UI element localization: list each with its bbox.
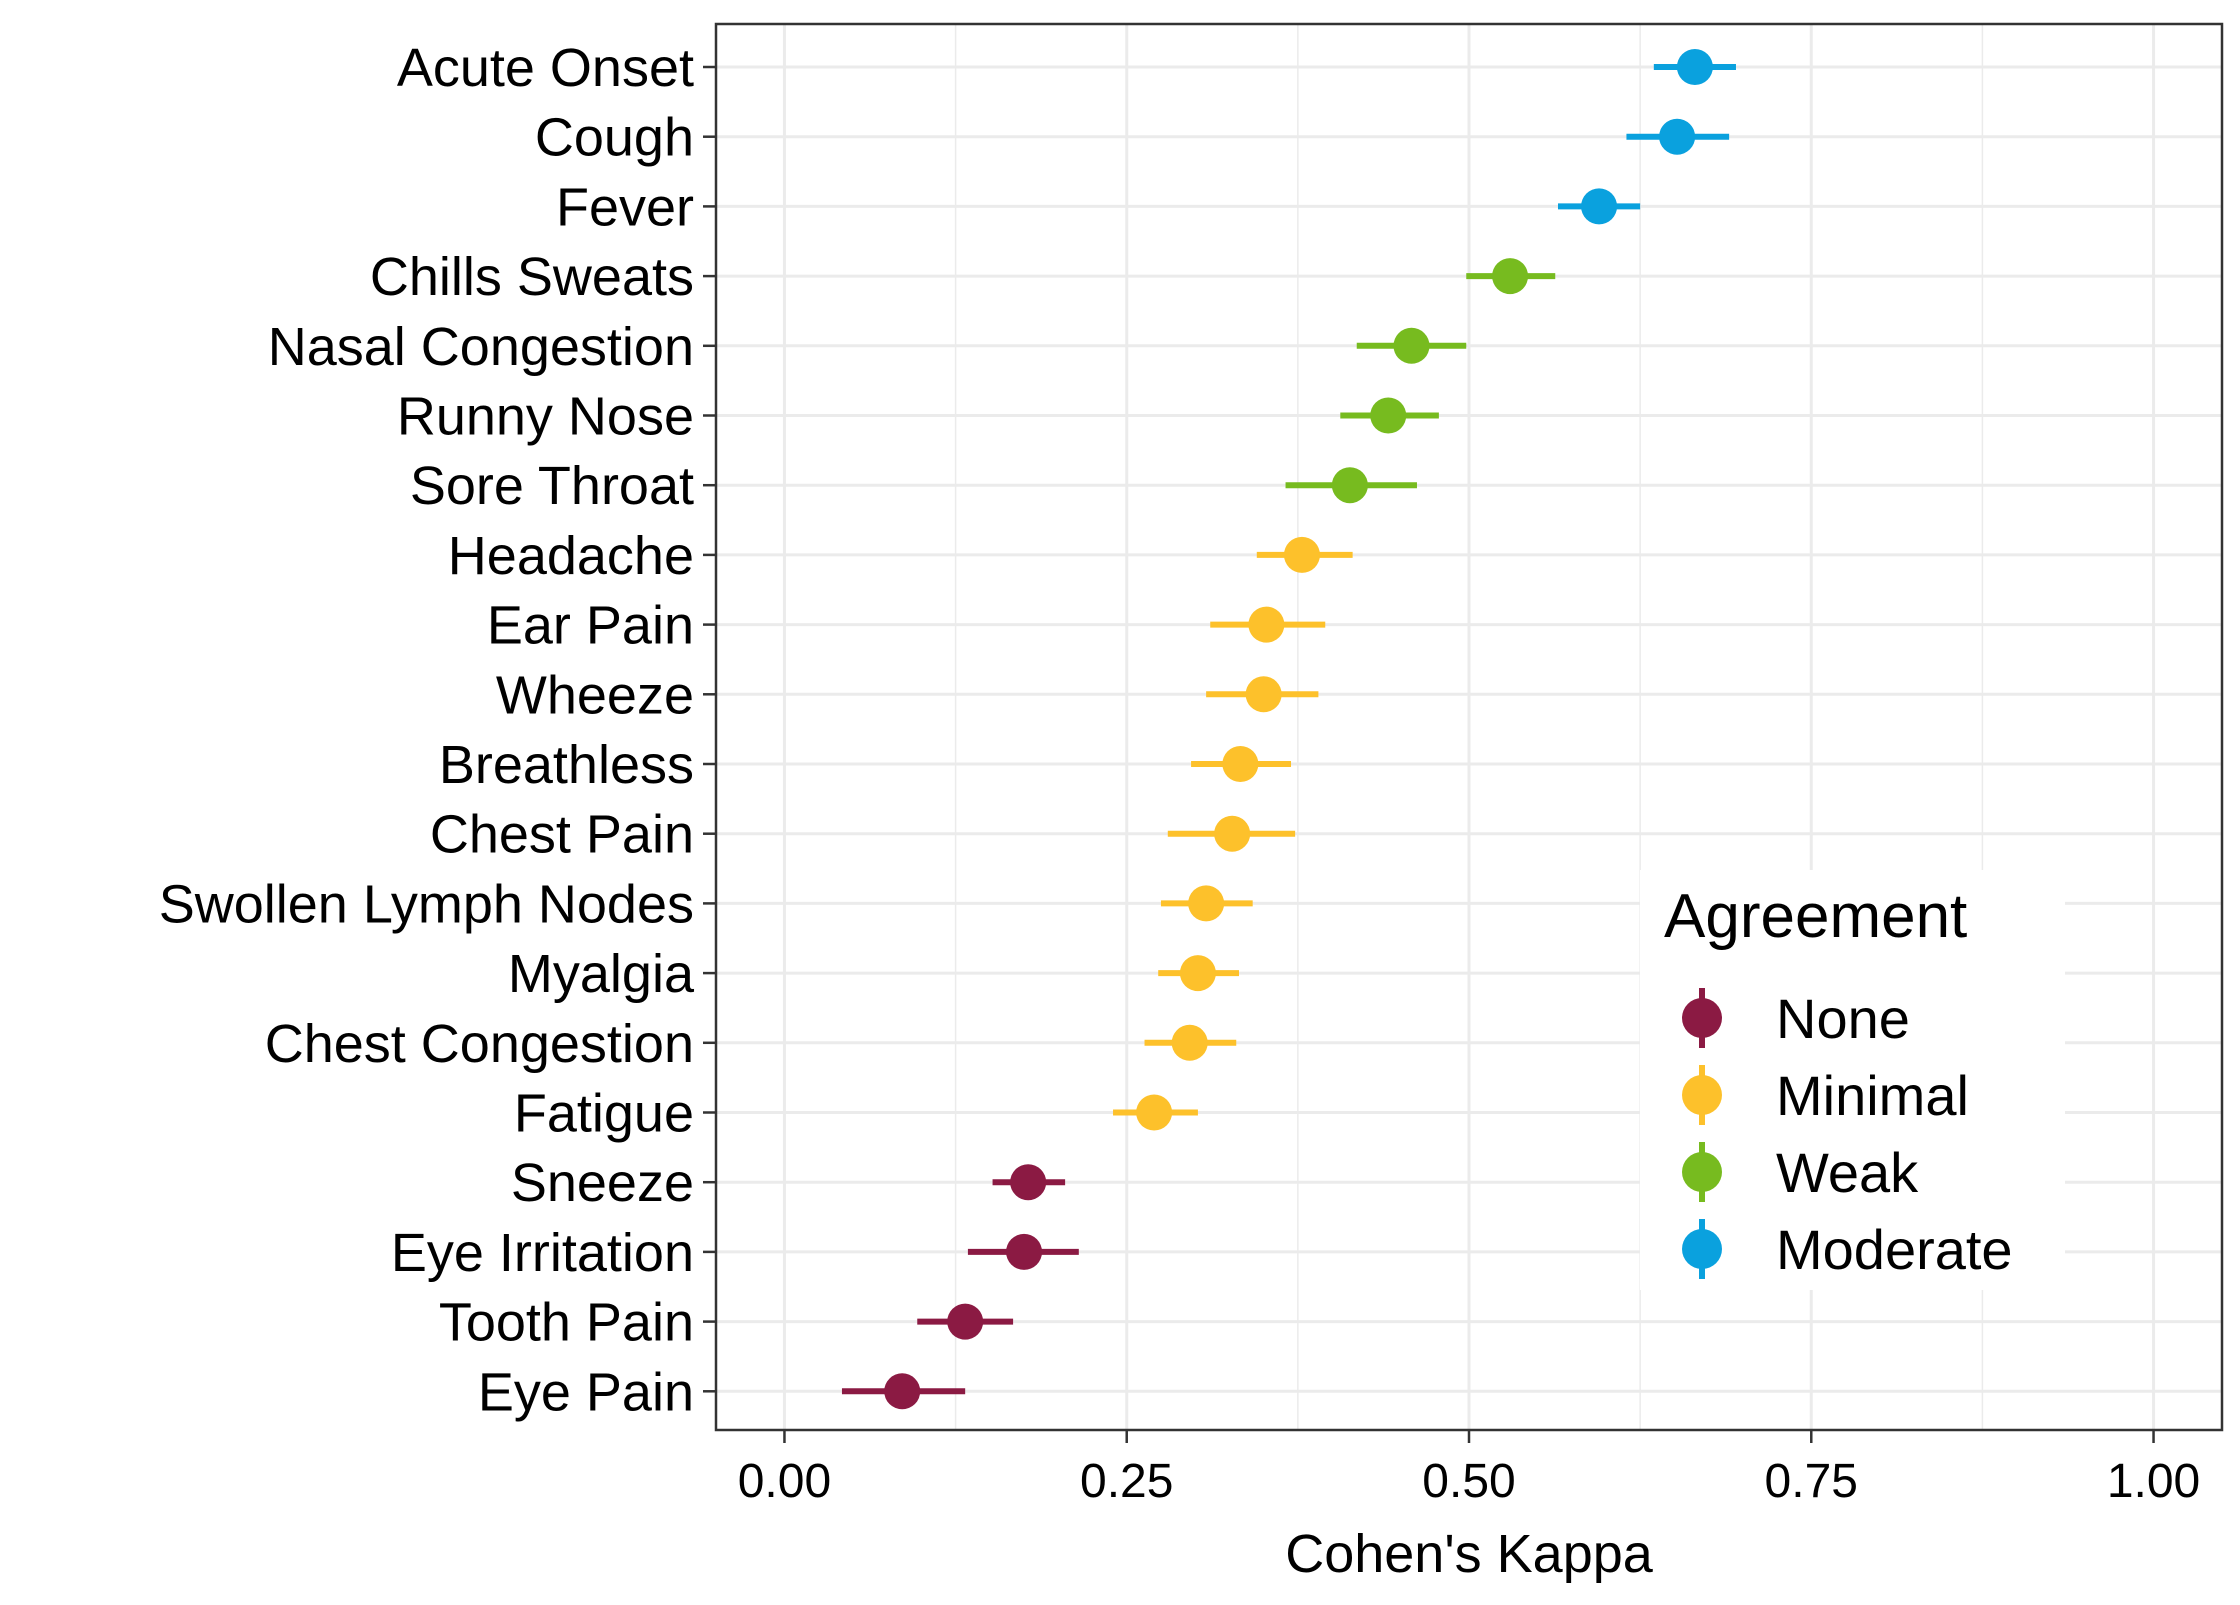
y-tick-label: Acute Onset [397, 38, 694, 98]
legend-key-point [1682, 998, 1722, 1038]
data-point [1283, 536, 1320, 573]
y-tick-label: Headache [448, 526, 694, 586]
y-tick-label: Fever [556, 177, 694, 237]
y-tick-label: Chest Congestion [265, 1014, 694, 1074]
x-tick-label: 0.25 [1080, 1455, 1173, 1508]
data-point [1581, 188, 1618, 225]
x-tick-label: 1.00 [2107, 1455, 2200, 1508]
data-point [1393, 327, 1430, 364]
x-tick-label: 0.00 [738, 1455, 831, 1508]
legend-key-point [1682, 1152, 1722, 1192]
legend-title: Agreement [1664, 882, 1967, 951]
x-tick-label: 0.50 [1422, 1455, 1515, 1508]
x-axis-title: Cohen's Kappa [1285, 1524, 1654, 1584]
y-tick-label: Swollen Lymph Nodes [159, 874, 694, 934]
data-point [1136, 1094, 1173, 1131]
y-tick-label: Wheeze [496, 665, 694, 725]
data-point [947, 1303, 984, 1340]
y-tick-label: Chest Pain [430, 805, 694, 865]
y-tick-label: Sneeze [511, 1153, 694, 1213]
data-marks [841, 49, 1736, 1410]
legend-label: None [1776, 987, 1910, 1050]
y-tick-label: Myalgia [508, 944, 695, 1004]
data-point [884, 1373, 921, 1410]
data-point [1492, 258, 1529, 295]
legend-label: Weak [1776, 1141, 1919, 1204]
data-point [1676, 49, 1713, 85]
y-tick-label: Breathless [439, 735, 694, 795]
legend-items: None Minimal Weak Moderate [1682, 987, 2013, 1281]
x-axis: 0.00 0.25 0.50 0.75 1.00 [738, 1430, 2200, 1508]
legend-key-point [1682, 1229, 1722, 1269]
data-point [1188, 885, 1225, 922]
y-tick-label: Tooth Pain [439, 1293, 694, 1353]
data-point [1171, 1024, 1208, 1061]
legend-label: Moderate [1776, 1218, 2013, 1281]
data-point [1370, 397, 1407, 434]
y-tick-label: Sore Throat [410, 456, 694, 516]
legend: Agreement None Minimal Weak Moderate [1640, 870, 2065, 1290]
y-tick-label: Eye Pain [478, 1362, 694, 1422]
y-axis: Acute Onset Cough Fever Chills Sweats Nasal … [159, 38, 716, 1422]
legend-label: Minimal [1776, 1064, 1969, 1127]
data-point [1214, 815, 1251, 852]
data-point [1331, 467, 1368, 504]
y-tick-label: Eye Irritation [391, 1223, 694, 1283]
data-point [1248, 606, 1285, 643]
y-tick-label: Chills Sweats [370, 247, 694, 307]
x-tick-label: 0.75 [1765, 1455, 1858, 1508]
y-tick-label: Runny Nose [397, 387, 694, 447]
data-point [1179, 955, 1216, 992]
data-point [1006, 1233, 1043, 1270]
y-tick-label: Ear Pain [487, 596, 694, 656]
data-point [1245, 676, 1282, 713]
y-tick-label: Nasal Congestion [268, 317, 694, 377]
data-point [1222, 746, 1259, 782]
y-tick-label: Cough [535, 108, 694, 168]
data-point [1010, 1164, 1047, 1201]
y-tick-label: Fatigue [514, 1084, 694, 1144]
data-point [1659, 118, 1696, 155]
legend-key-point [1682, 1075, 1722, 1115]
